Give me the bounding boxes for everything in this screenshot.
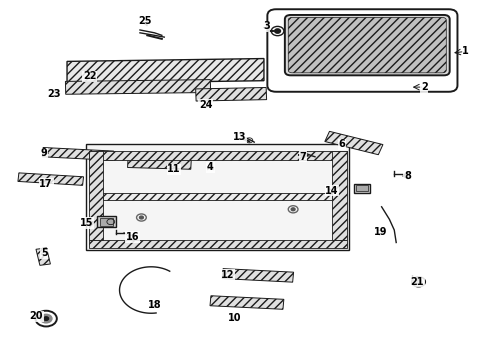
Polygon shape [89,151,103,240]
Text: 15: 15 [80,218,93,228]
Polygon shape [89,240,346,248]
Text: 18: 18 [147,300,161,310]
Text: 16: 16 [126,232,139,242]
Text: 22: 22 [83,71,97,81]
Bar [97,216,116,227]
Text: 2: 2 [420,82,427,92]
Text: 14: 14 [325,186,338,196]
Text: 19: 19 [373,227,386,237]
Polygon shape [18,173,83,185]
Circle shape [290,208,294,211]
Text: 17: 17 [40,179,53,189]
Polygon shape [324,131,382,155]
Text: 13: 13 [232,132,246,142]
Bar [86,144,348,249]
Text: 12: 12 [220,270,234,280]
Text: 7: 7 [299,152,305,162]
Polygon shape [103,193,331,200]
Text: 11: 11 [167,164,181,174]
Circle shape [274,29,280,33]
Polygon shape [67,59,264,84]
Polygon shape [42,148,113,160]
FancyBboxPatch shape [287,18,446,73]
Bar [100,218,113,226]
Polygon shape [127,158,191,169]
Bar [353,184,369,193]
Polygon shape [331,151,346,240]
Text: 9: 9 [41,148,47,158]
Polygon shape [36,248,50,265]
Circle shape [414,279,421,284]
Polygon shape [89,151,346,159]
Text: 10: 10 [227,312,241,323]
Circle shape [40,314,52,323]
Text: 24: 24 [199,100,212,110]
Bar [355,185,367,192]
FancyBboxPatch shape [285,15,449,75]
Circle shape [139,216,143,219]
Polygon shape [195,87,266,101]
Text: 4: 4 [206,162,213,172]
Text: 25: 25 [138,16,151,26]
Text: 5: 5 [41,248,47,258]
Polygon shape [65,80,210,94]
Text: 21: 21 [409,277,423,287]
Text: 6: 6 [338,139,345,149]
Polygon shape [222,269,293,282]
Circle shape [43,317,48,320]
Polygon shape [209,296,283,309]
Text: 20: 20 [30,311,43,321]
Text: 1: 1 [462,46,468,57]
Text: 3: 3 [263,21,269,31]
Text: 23: 23 [47,89,61,99]
Text: 8: 8 [403,171,410,181]
